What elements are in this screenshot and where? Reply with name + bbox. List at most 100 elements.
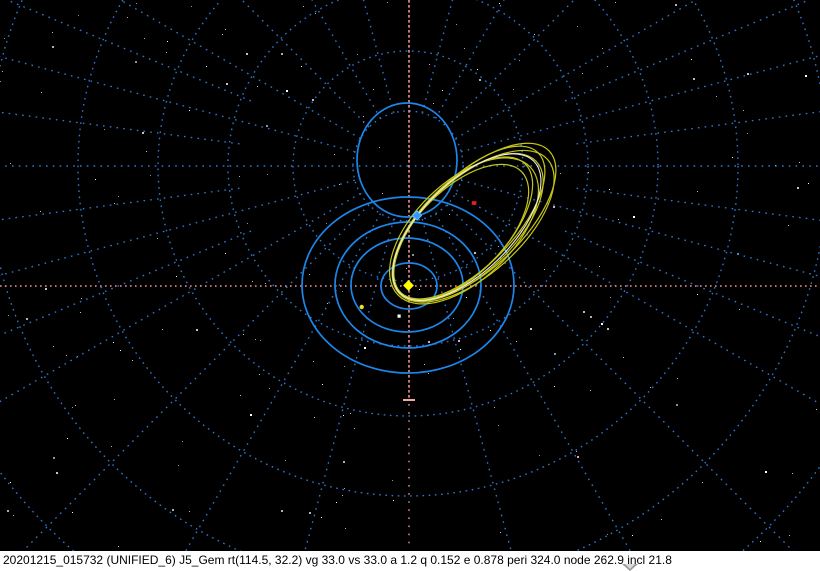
planet-orbit	[301, 196, 515, 374]
star	[136, 3, 137, 4]
star	[252, 281, 253, 282]
grid-radial	[362, 0, 395, 114]
star	[127, 17, 128, 18]
star	[53, 346, 54, 347]
star	[75, 405, 76, 406]
star	[760, 541, 761, 542]
star	[72, 407, 73, 408]
sun-marker	[403, 280, 414, 291]
star	[260, 340, 261, 341]
star	[474, 252, 476, 254]
star	[677, 378, 678, 379]
star	[309, 512, 311, 514]
grid-radial	[421, 218, 512, 551]
star	[799, 162, 800, 163]
star	[114, 399, 115, 400]
orbit-plot[interactable]	[0, 0, 820, 551]
grid-circle	[227, 0, 589, 347]
star	[72, 512, 73, 513]
grid-circle	[157, 0, 659, 417]
star	[716, 96, 717, 97]
star	[8, 315, 9, 316]
star	[364, 347, 366, 349]
grid-radial	[564, 0, 811, 102]
star	[479, 79, 481, 81]
star	[80, 312, 81, 313]
star	[162, 329, 163, 330]
star	[178, 465, 179, 466]
star	[357, 54, 358, 55]
status-bar: 20201215_015732 (UNIFIED_6) J5_Gem rt(11…	[0, 551, 820, 571]
star	[345, 528, 346, 529]
mars-marker	[471, 201, 477, 205]
star	[314, 417, 315, 418]
star	[456, 24, 457, 25]
star	[191, 6, 192, 7]
star	[172, 509, 174, 511]
star	[792, 473, 793, 474]
star	[675, 4, 677, 6]
star	[739, 309, 740, 310]
star	[607, 66, 608, 67]
star	[693, 78, 695, 80]
star	[618, 219, 619, 220]
star	[243, 334, 244, 335]
star	[78, 15, 79, 16]
star	[313, 361, 314, 362]
star	[182, 441, 183, 442]
meteor-orbit-selected	[392, 153, 542, 301]
ecliptic-axes	[0, 0, 820, 548]
star	[45, 288, 47, 290]
star	[743, 110, 744, 111]
star	[590, 390, 591, 391]
meteor-orbit-bundle	[388, 142, 557, 305]
grid-radial	[434, 213, 632, 551]
star	[610, 297, 611, 298]
star	[176, 276, 177, 277]
star	[255, 339, 256, 340]
star	[577, 26, 578, 27]
star	[583, 311, 585, 313]
grip-triangle-icon[interactable]	[622, 564, 638, 571]
star	[157, 238, 158, 239]
star	[226, 83, 228, 85]
star	[267, 174, 268, 175]
star	[363, 122, 364, 123]
star	[189, 511, 190, 512]
star	[590, 316, 592, 318]
grid-circle	[0, 0, 820, 551]
star	[607, 534, 608, 535]
star	[747, 73, 749, 75]
grid-radial	[446, 0, 575, 128]
star	[167, 41, 168, 42]
grid-radial	[0, 192, 361, 403]
star	[246, 53, 248, 55]
star	[697, 191, 698, 192]
grid-radial	[460, 179, 820, 278]
star	[429, 64, 430, 65]
star	[424, 364, 425, 365]
star	[81, 298, 82, 299]
star	[189, 110, 190, 111]
star	[393, 500, 394, 501]
star	[363, 116, 364, 117]
star	[222, 34, 223, 35]
star	[0, 81, 1, 82]
star	[602, 48, 603, 49]
star	[494, 407, 495, 408]
grid-radial	[241, 0, 370, 128]
grid-radial	[184, 213, 382, 551]
star	[623, 357, 624, 358]
star	[433, 103, 434, 104]
star	[266, 125, 268, 127]
star	[788, 225, 789, 226]
star	[285, 460, 286, 461]
star	[601, 323, 603, 325]
star	[419, 289, 420, 290]
star	[553, 206, 555, 208]
star	[379, 147, 380, 148]
star	[312, 99, 314, 101]
star	[56, 472, 58, 474]
star	[392, 480, 393, 481]
